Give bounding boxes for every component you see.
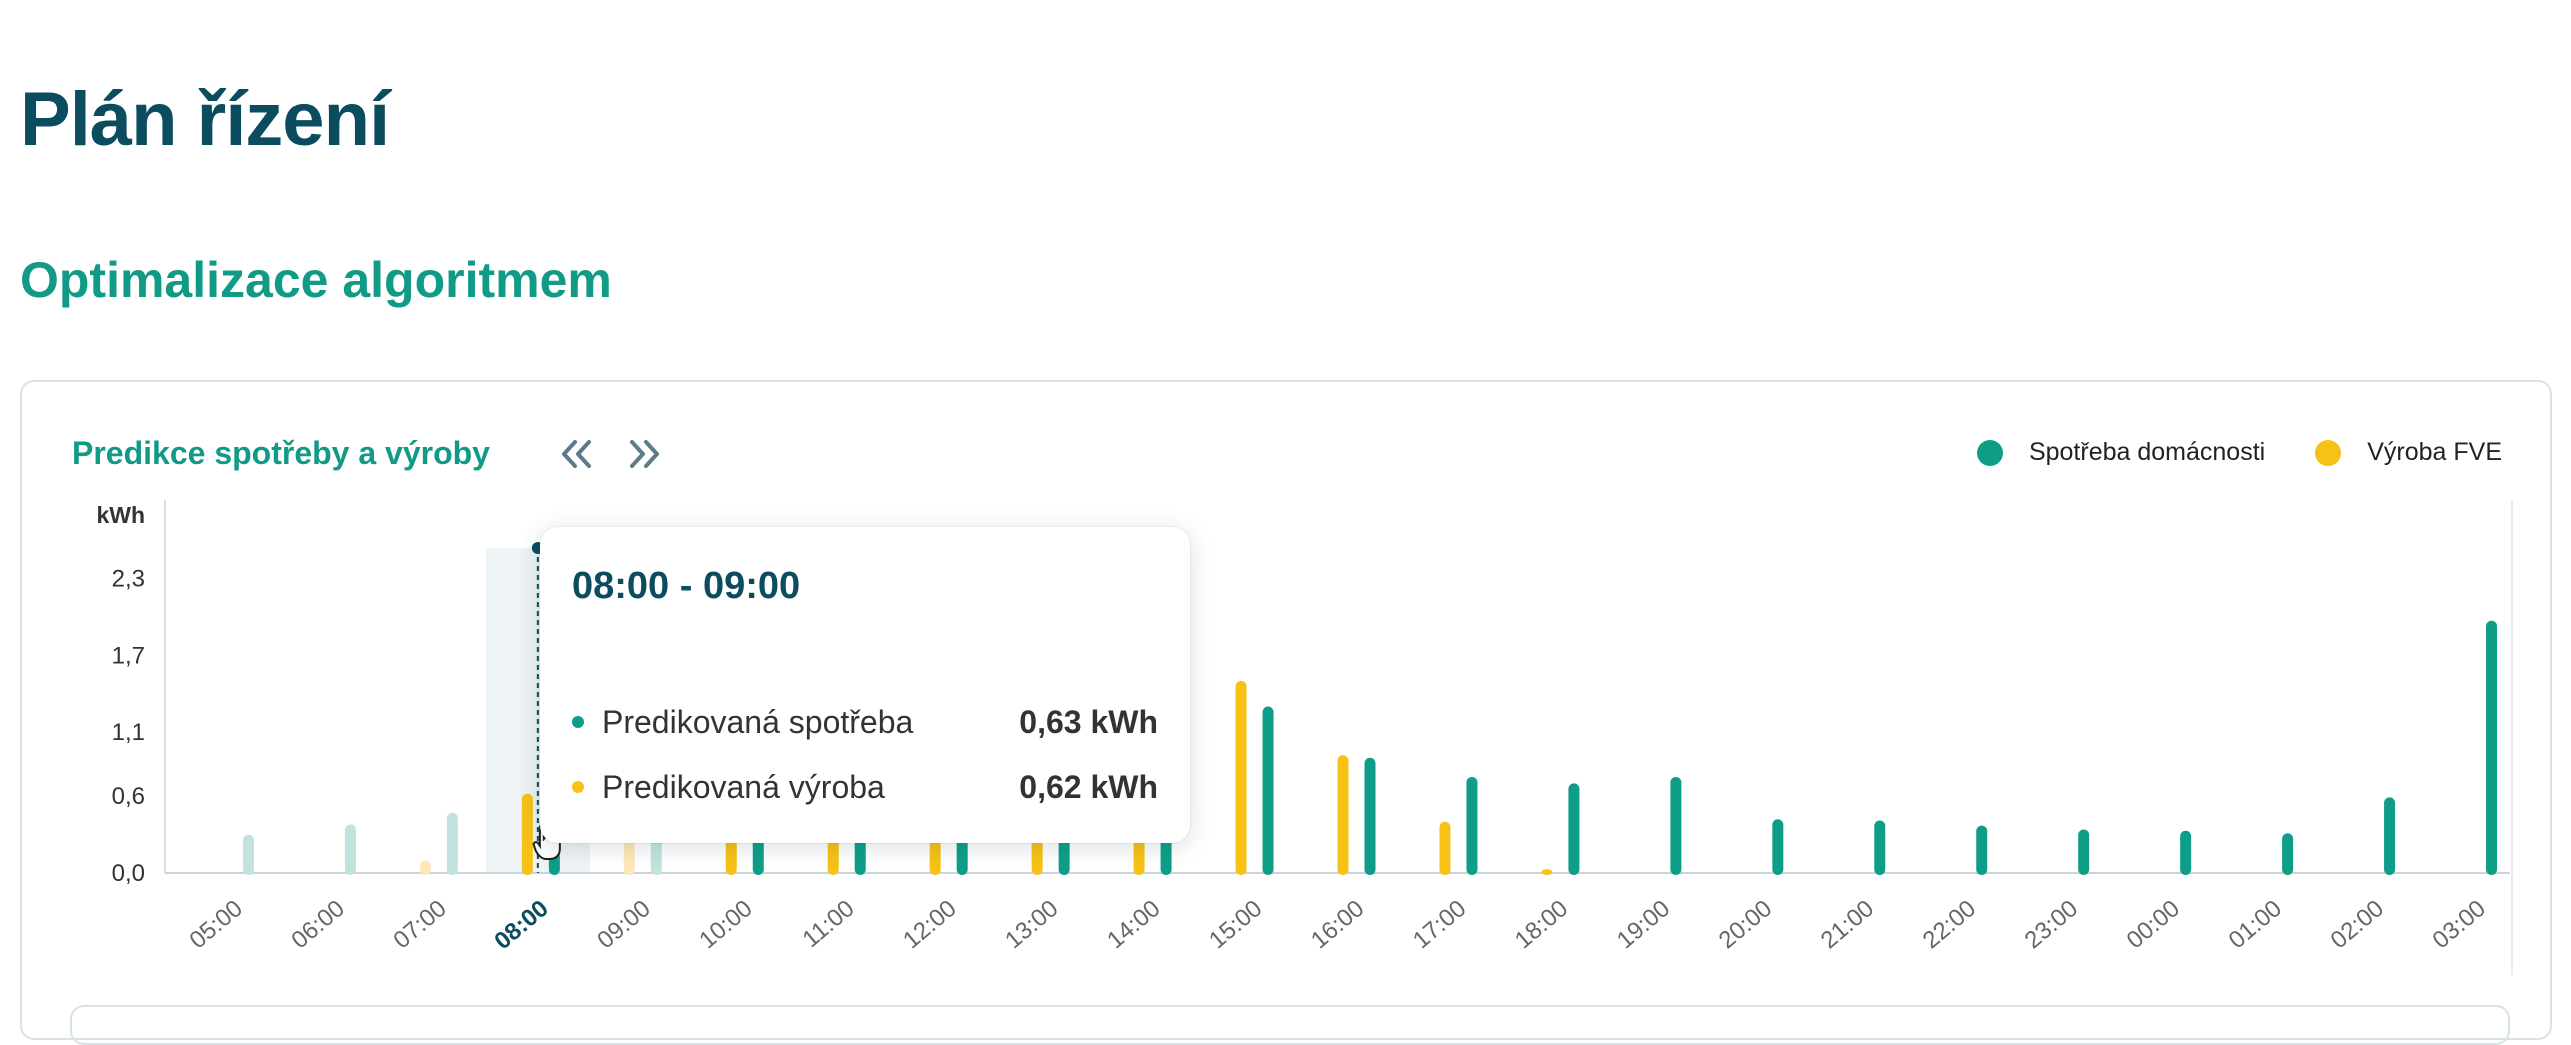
x-tick-label: 11:00	[798, 895, 860, 953]
consumption-bar	[344, 824, 356, 875]
next-card-edge	[70, 1005, 2510, 1045]
tooltip-consumption-value: 0,63 kWh	[1019, 703, 1158, 740]
x-tick-label: 12:00	[898, 895, 961, 954]
consumption-bar	[1976, 825, 1988, 875]
x-tick-label: 13:00	[1000, 895, 1063, 954]
consumption-bar	[1874, 820, 1886, 875]
consumption-bar	[1772, 819, 1784, 875]
x-tick-label: 15:00	[1204, 895, 1267, 954]
x-tick-label: 20:00	[1714, 895, 1777, 954]
x-tick-label: 03:00	[2428, 895, 2491, 954]
consumption-bar	[2078, 829, 2090, 875]
consumption-bar	[1364, 757, 1376, 875]
production-bar	[1541, 869, 1553, 875]
consumption-bar	[1670, 776, 1682, 875]
production-bar	[1337, 755, 1349, 875]
card-title: Predikce spotřeby a výroby	[72, 435, 490, 471]
tooltip-title: 08:00 - 09:00	[572, 565, 801, 607]
double-chevron-right-icon	[630, 440, 659, 468]
production-bar	[1439, 821, 1451, 875]
consumption-bar	[1568, 783, 1580, 875]
x-tick-label: 06:00	[286, 895, 349, 954]
production-bar	[1235, 680, 1247, 875]
x-tick-label: 22:00	[1918, 895, 1981, 954]
tooltip-production-dot	[572, 781, 584, 793]
prediction-chart: kWh 0,0 0,6 1,1 1,7 2,3 05:00 06:00 07:00 08:00 09…	[96, 500, 2513, 975]
x-tick-label: 18:00	[1510, 895, 1573, 954]
page-title: Plán řízení	[20, 77, 390, 162]
x-tick-label: 23:00	[2020, 895, 2083, 954]
tooltip-production-label: Predikovaná výroba	[602, 768, 885, 805]
tooltip-production-value: 0,62 kWh	[1019, 768, 1158, 805]
x-tick-label: 19:00	[1612, 895, 1675, 954]
legend-production-dot	[2315, 439, 2342, 466]
tooltip-consumption-label: Predikovaná spotřeba	[602, 703, 914, 740]
y-tick-label: 0,6	[112, 783, 145, 810]
legend-item-consumption[interactable]: Spotřeba domácnosti	[1976, 438, 2266, 467]
x-tick-label: 17:00	[1408, 895, 1471, 954]
double-chevron-left-icon	[562, 440, 591, 468]
production-bar	[623, 834, 635, 875]
x-tick-label: 02:00	[2326, 895, 2389, 954]
consumption-bar	[2486, 620, 2498, 875]
consumption-bar	[446, 812, 458, 875]
tooltip-row-consumption: Predikovaná spotřeba 0,63 kWh	[572, 702, 1158, 742]
consumption-bar	[1466, 776, 1478, 875]
x-tick-label: 14:00	[1102, 895, 1165, 954]
legend-item-production[interactable]: Výroba FVE	[2315, 438, 2502, 467]
production-bar	[419, 860, 431, 875]
legend-production-label: Výroba FVE	[2367, 438, 2502, 466]
y-axis-label: kWh	[96, 502, 145, 528]
chart-legend: Spotřeba domácnosti Výroba FVE	[1976, 438, 2502, 467]
x-tick-label: 10:00	[694, 895, 757, 954]
y-tick-label: 0,0	[112, 860, 145, 887]
production-bar	[521, 793, 533, 875]
consumption-bar	[2282, 833, 2294, 875]
y-tick-label: 1,7	[112, 642, 145, 669]
next-period-button[interactable]	[614, 424, 674, 484]
x-tick-label: 08:00	[489, 895, 553, 955]
prediction-card: Predikce spotřeby a výroby Spotřeba domá…	[20, 380, 2552, 1040]
previous-period-button[interactable]	[547, 424, 607, 484]
consumption-bar	[242, 834, 254, 875]
x-tick-label: 01:00	[2224, 895, 2287, 954]
chart-tooltip: 08:00 - 09:00 Predikovaná spotřeba 0,63 …	[540, 527, 1190, 843]
y-tick-label: 2,3	[112, 565, 145, 592]
legend-consumption-dot	[1976, 439, 2003, 466]
consumption-bar	[2384, 797, 2396, 875]
consumption-bar	[1262, 706, 1274, 875]
legend-consumption-label: Spotřeba domácnosti	[2028, 438, 2266, 466]
x-tick-label: 09:00	[592, 895, 655, 954]
tooltip-row-production: Predikovaná výroba 0,62 kWh	[572, 767, 1158, 807]
section-title: Optimalizace algoritmem	[20, 252, 612, 308]
x-tick-label: 00:00	[2122, 895, 2185, 954]
x-tick-label: 07:00	[388, 895, 451, 954]
x-tick-label: 21:00	[1816, 895, 1879, 954]
x-tick-label: 16:00	[1306, 895, 1369, 954]
y-tick-label: 1,1	[112, 719, 145, 746]
tooltip-consumption-dot	[572, 716, 584, 728]
x-tick-label: 05:00	[184, 895, 247, 954]
consumption-bar	[2180, 830, 2192, 875]
